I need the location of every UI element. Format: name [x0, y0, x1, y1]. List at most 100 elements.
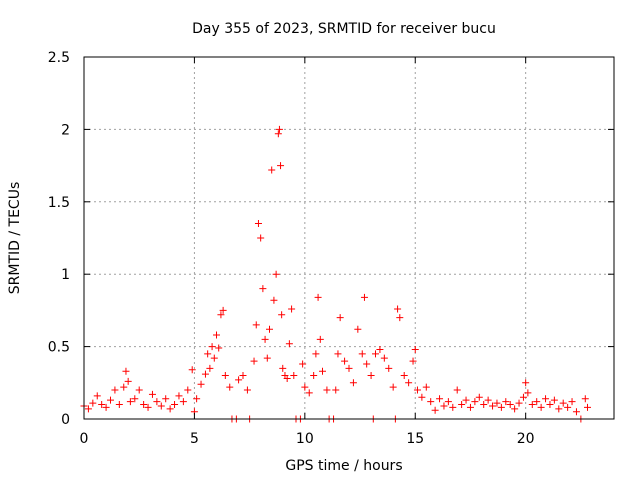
- data-point: [475, 393, 483, 401]
- data-point: [466, 403, 474, 411]
- data-point: [312, 350, 320, 358]
- data-point: [345, 364, 353, 372]
- data-point: [254, 220, 262, 228]
- data-point: [363, 360, 371, 368]
- data-point: [449, 403, 457, 411]
- y-tick-label: 0: [61, 412, 70, 428]
- data-point: [115, 401, 123, 409]
- data-point: [157, 402, 165, 410]
- data-point: [409, 357, 417, 365]
- data-point: [277, 162, 285, 170]
- data-point: [250, 357, 258, 365]
- data-point: [323, 386, 331, 394]
- data-point: [584, 403, 591, 411]
- data-point: [288, 305, 296, 313]
- data-point: [166, 405, 174, 413]
- data-point: [471, 398, 479, 406]
- data-point: [385, 364, 393, 372]
- data-point: [120, 383, 128, 391]
- x-tick-labels: 0 5 10 15 20: [80, 431, 535, 447]
- data-point: [349, 379, 357, 387]
- data-point: [279, 364, 287, 372]
- data-point: [489, 402, 497, 410]
- data-point: [537, 403, 545, 411]
- data-point: [376, 345, 384, 353]
- data-point: [144, 403, 152, 411]
- data-point: [354, 325, 362, 333]
- data-point: [107, 396, 114, 404]
- data-point: [274, 130, 282, 138]
- data-point: [334, 350, 342, 358]
- data-point: [319, 367, 326, 375]
- data-point: [283, 374, 291, 382]
- data-point: [405, 379, 413, 387]
- y-tick-label: 1.5: [48, 195, 70, 211]
- data-point: [515, 399, 523, 407]
- y-axis-label: SRMTID / TECUs: [7, 182, 23, 295]
- x-tick-label: 15: [406, 431, 424, 447]
- data-point: [462, 396, 470, 404]
- data-point: [440, 402, 448, 410]
- chart-title: Day 355 of 2023, SRMTID for receiver buc…: [192, 21, 496, 37]
- x-tick-label: 5: [190, 431, 199, 447]
- data-point: [135, 386, 143, 394]
- data-point: [524, 389, 532, 397]
- data-point: [372, 350, 379, 358]
- data-point: [217, 311, 225, 319]
- data-point: [506, 401, 514, 409]
- data-point: [261, 335, 269, 343]
- data-point: [484, 396, 492, 404]
- data-point: [564, 403, 572, 411]
- data-point: [436, 395, 444, 403]
- data-point: [252, 321, 260, 329]
- data-point: [263, 354, 271, 362]
- data-point: [528, 401, 536, 409]
- data-point: [493, 399, 501, 407]
- data-point: [102, 403, 110, 411]
- data-point: [268, 166, 276, 174]
- data-point: [394, 305, 402, 313]
- x-axis-label: GPS time / hours: [285, 458, 402, 474]
- data-point: [210, 354, 218, 362]
- data-point: [533, 398, 541, 406]
- data-point: [243, 386, 251, 394]
- data-point: [122, 367, 130, 375]
- data-point: [458, 401, 466, 409]
- data-point: [411, 345, 419, 353]
- data-point: [257, 234, 265, 242]
- data-point: [204, 350, 212, 358]
- data-point: [555, 405, 563, 413]
- y-tick-label: 0.5: [48, 340, 70, 356]
- data-point: [502, 398, 510, 406]
- axis-ticks: [83, 56, 614, 420]
- data-point: [550, 396, 558, 404]
- data-point: [400, 372, 408, 380]
- grid: [84, 57, 614, 419]
- data-point: [208, 343, 216, 351]
- data-point: [413, 386, 421, 394]
- data-point: [162, 395, 170, 403]
- data-point: [272, 270, 280, 278]
- data-point: [221, 372, 229, 380]
- data-point: [568, 398, 576, 406]
- data-point: [206, 364, 214, 372]
- data-point: [89, 399, 97, 407]
- data-point: [270, 296, 278, 304]
- data-point: [226, 383, 234, 391]
- data-point: [153, 398, 161, 406]
- data-point: [389, 383, 397, 391]
- data-point: [316, 335, 324, 343]
- data-point: [380, 354, 388, 362]
- data-point: [511, 405, 519, 413]
- y-tick-labels: 0 0.5 1 1.5 2 2.5: [48, 50, 70, 428]
- data-point: [427, 398, 435, 406]
- data-point: [422, 383, 430, 391]
- data-point: [84, 405, 92, 413]
- data-point: [111, 386, 119, 394]
- data-point: [193, 395, 201, 403]
- data-point: [301, 383, 309, 391]
- data-point: [367, 372, 375, 380]
- data-point: [179, 398, 187, 406]
- y-tick-label: 2: [61, 122, 70, 138]
